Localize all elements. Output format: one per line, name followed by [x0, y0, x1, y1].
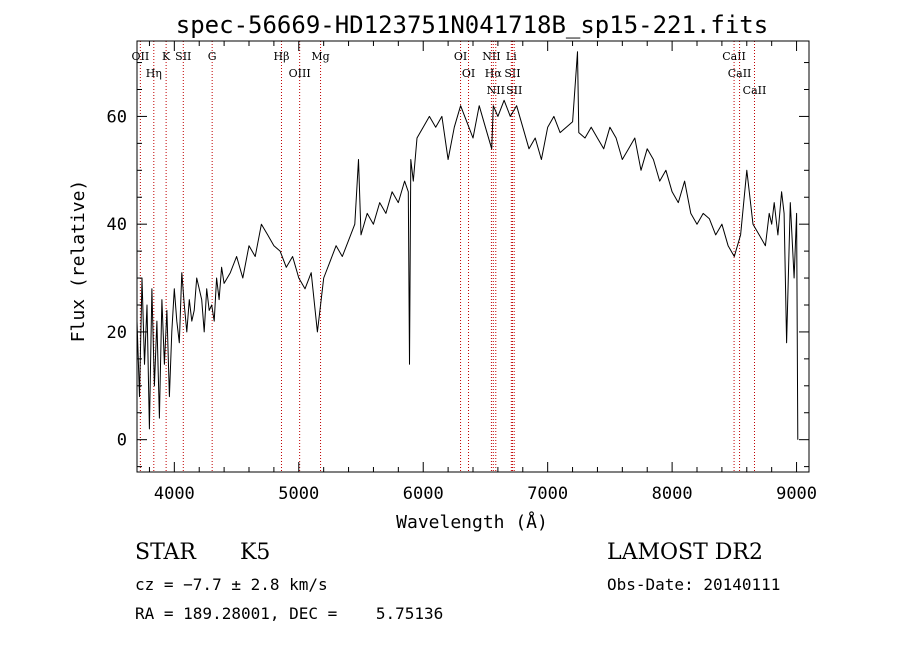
spectral-line-label: Hβ — [274, 50, 290, 63]
object-subclass: K5 — [240, 540, 271, 565]
spectral-line-label: Hα — [485, 67, 503, 80]
x-axis-label: Wavelength (Å) — [396, 511, 548, 533]
spectral-line-label: OII — [132, 50, 150, 63]
spectral-line-label: SII — [504, 67, 520, 80]
spectral-line-label: SII — [175, 50, 191, 63]
spectral-line-label: NII — [482, 50, 500, 63]
spectral-line-label: NII — [487, 84, 505, 97]
x-tick-label: 9000 — [776, 484, 817, 504]
obs-date: Obs-Date: 20140111 — [607, 575, 781, 594]
spectral-line-label: Mg — [311, 50, 329, 63]
x-tick-label: 8000 — [652, 484, 693, 504]
velocity-readout: cz = −7.7 ± 2.8 km/s — [135, 575, 328, 594]
y-tick-label: 0 — [117, 431, 127, 451]
spectral-line-label: SII — [506, 84, 522, 97]
spectral-line-label: G — [208, 50, 217, 63]
coordinates-readout: RA = 189.28001, DEC = 5.75136 — [135, 604, 444, 623]
spectral-line-label: OI — [462, 67, 475, 80]
x-tick-label: 5000 — [278, 484, 319, 504]
spectrum-series — [136, 51, 799, 440]
spectral-line-label: CaII — [728, 67, 752, 80]
spectral-line-label: CaII — [722, 50, 746, 63]
x-tick-label: 6000 — [403, 484, 444, 504]
spectrum-line — [136, 51, 799, 440]
y-tick-label: 20 — [107, 323, 127, 343]
spectral-line-label: Li — [506, 50, 517, 63]
spectral-line-label: OIII — [289, 67, 311, 80]
x-tick-label: 4000 — [154, 484, 195, 504]
spectral-line-label: Hη — [146, 67, 162, 80]
x-tick-label: 7000 — [527, 484, 568, 504]
spectral-line-label: CaII — [743, 84, 767, 97]
spectral-line-label: OI — [454, 50, 467, 63]
spectral-line-label: K — [162, 50, 171, 63]
object-class: STAR — [135, 540, 196, 565]
y-tick-label: 60 — [107, 107, 127, 127]
chart-title: spec-56669-HD123751N041718B_sp15-221.fit… — [176, 11, 768, 39]
y-tick-label: 40 — [107, 215, 127, 235]
survey-name: LAMOST DR2 — [607, 540, 763, 565]
y-axis-label: Flux (relative) — [68, 180, 89, 343]
x-axis-ticks: 4000 5000 6000 7000 8000 9000 — [148, 41, 817, 504]
y-axis-ticks: 0 20 40 60 — [107, 62, 809, 468]
plot-frame — [136, 40, 810, 473]
